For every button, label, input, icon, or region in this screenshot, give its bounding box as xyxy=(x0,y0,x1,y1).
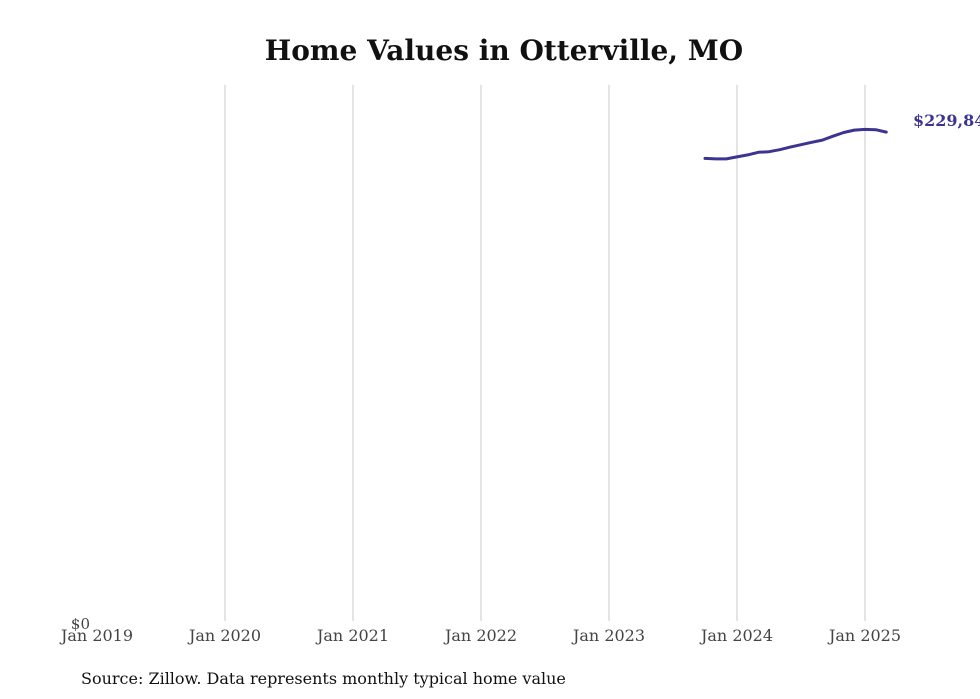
series-layer xyxy=(703,127,888,161)
end-value-label: $229,84 xyxy=(913,111,980,130)
x-tick-label: Jan 2023 xyxy=(571,626,645,645)
x-tick-label: Jan 2024 xyxy=(699,626,773,645)
x-tick-label: Jan 2021 xyxy=(315,626,389,645)
y-axis-ticks: $0 xyxy=(71,615,90,633)
x-tick-label: Jan 2020 xyxy=(187,626,261,645)
chart-title: Home Values in Otterville, MO xyxy=(265,34,743,67)
y-tick-label: $0 xyxy=(71,615,90,633)
x-tick-label: Jan 2019 xyxy=(59,626,133,645)
series-line xyxy=(703,127,888,161)
x-axis-ticks: Jan 2019 Jan 2020 Jan 2021 Jan 2022 Jan 2023… xyxy=(59,626,901,645)
x-tick-label: Jan 2025 xyxy=(827,626,901,645)
source-note: Source: Zillow. Data represents monthly … xyxy=(81,669,566,688)
x-tick-label: Jan 2022 xyxy=(443,626,517,645)
gridlines xyxy=(224,85,866,621)
